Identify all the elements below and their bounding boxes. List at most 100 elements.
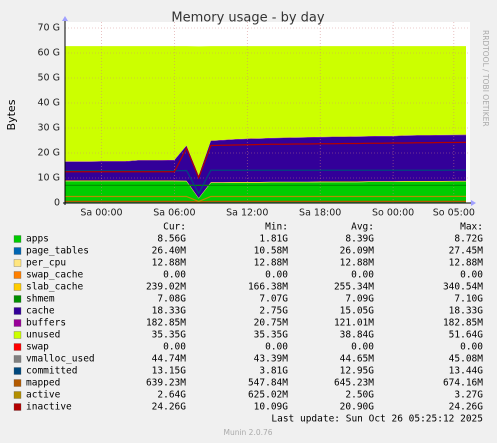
x-tick-label: Sa 18:00 (299, 208, 341, 219)
legend-label: shmem (26, 294, 55, 305)
legend-swatch (13, 391, 22, 399)
legend-header: Max: (460, 222, 483, 233)
legend-stat: 38.84G (340, 330, 375, 341)
legend-stat: 0.00 (163, 270, 186, 281)
legend-stat: 0.00 (351, 342, 374, 353)
legend-stat: 12.95G (340, 366, 375, 377)
legend-stat: 2.64G (157, 390, 186, 401)
y-tick-label: 50 G (38, 73, 60, 84)
legend-stat: 43.39M (254, 354, 289, 365)
legend-label: inactive (26, 402, 72, 413)
legend-stat: 625.02M (248, 390, 288, 401)
chart-title: Memory usage - by day (171, 11, 324, 26)
legend-label: swap_cache (26, 270, 83, 281)
y-tick-label: 40 G (38, 98, 60, 109)
legend-stat: 0.00 (460, 342, 483, 353)
legend-label: unused (26, 330, 60, 341)
legend-label: per_cpu (26, 258, 66, 269)
legend-label: apps (26, 234, 49, 245)
legend-stat: 12.88M (449, 258, 484, 269)
legend-label: buffers (26, 318, 66, 329)
legend-stat: 8.39G (345, 234, 374, 245)
legend-stat: 10.58M (254, 246, 289, 257)
legend-stat: 1.81G (259, 234, 288, 245)
legend-header: Cur: (163, 222, 186, 233)
legend-stat: 645.23M (334, 378, 374, 389)
legend-stat: 0.00 (351, 270, 374, 281)
legend-stat: 18.33G (449, 306, 484, 317)
legend-stat: 639.23M (146, 378, 186, 389)
legend-stat: 27.45M (449, 246, 484, 257)
area (65, 135, 466, 198)
x-tick-label: So 05:00 (433, 208, 475, 219)
axis-arrow (471, 200, 476, 206)
legend-swatch (13, 331, 22, 339)
legend-stat: 8.56G (157, 234, 186, 245)
legend-stat: 12.88M (152, 258, 187, 269)
legend-stat: 121.01M (334, 318, 374, 329)
legend-stat: 18.33G (152, 306, 187, 317)
line (65, 169, 466, 195)
legend-stat: 3.27G (454, 390, 483, 401)
legend-label: vmalloc_used (26, 354, 95, 365)
legend-swatch (13, 319, 22, 327)
line (65, 141, 467, 180)
legend-stat: 8.72G (454, 234, 483, 245)
legend-swatch (13, 271, 22, 279)
y-tick-label: 0 (54, 198, 60, 209)
legend-stat: 10.09G (254, 402, 289, 413)
legend-label: swap (26, 342, 49, 353)
legend-label: active (26, 390, 61, 401)
legend-stat: 13.15G (152, 366, 187, 377)
legend-stat: 15.05G (340, 306, 375, 317)
y-tick-label: 70 G (38, 23, 60, 34)
legend-stat: 2.50G (345, 390, 374, 401)
legend-stat: 7.07G (259, 294, 288, 305)
legend-swatch (13, 343, 22, 351)
x-tick-label: Sa 12:00 (226, 208, 268, 219)
legend-stat: 239.02M (146, 282, 186, 293)
legend: Cur: Min: Avg: Max: apps 8.56G 1.81G 8.39G 8.72G… (13, 222, 484, 413)
x-tick-label: Sa 06:00 (153, 208, 195, 219)
legend-swatch (13, 379, 22, 387)
legend-swatch (13, 295, 22, 303)
legend-swatch (13, 403, 22, 411)
legend-label: slab_cache (26, 282, 83, 293)
area (65, 181, 466, 203)
legend-stat: 547.84M (248, 378, 288, 389)
legend-stat: 26.40M (152, 246, 187, 257)
side-text: RRDTOOL / TOBI OETIKER (481, 30, 490, 127)
legend-stat: 255.34M (334, 282, 374, 293)
legend-label: page_tables (26, 246, 89, 257)
legend-stat: 44.65M (340, 354, 375, 365)
legend-stat: 7.09G (345, 294, 374, 305)
legend-stat: 7.10G (454, 294, 483, 305)
area (65, 46, 466, 176)
legend-stat: 3.81G (259, 366, 288, 377)
y-tick-label: 60 G (38, 48, 60, 59)
legend-stat: 26.09M (340, 246, 375, 257)
legend-stat: 2.75G (259, 306, 288, 317)
legend-stat: 13.44G (449, 366, 484, 377)
legend-stat: 35.35G (152, 330, 187, 341)
legend-swatch (13, 367, 22, 375)
legend-stat: 182.85M (146, 318, 186, 329)
legend-stat: 340.54M (443, 282, 483, 293)
legend-swatch (13, 235, 22, 243)
legend-stat: 20.75M (254, 318, 289, 329)
x-tick-label: Sa 00:00 (80, 208, 122, 219)
x-tick-label: So 00:00 (372, 208, 414, 219)
last-update: Last update: Sun Oct 26 05:25:12 2025 (271, 414, 483, 425)
legend-stat: 182.85M (443, 318, 483, 329)
legend-stat: 7.08G (157, 294, 186, 305)
legend-stat: 44.74M (152, 354, 187, 365)
legend-stat: 0.00 (265, 270, 288, 281)
y-tick-label: 20 G (38, 148, 60, 159)
legend-swatch (13, 307, 22, 315)
legend-stat: 35.35G (254, 330, 289, 341)
version: Munin 2.0.76 (223, 428, 272, 437)
legend-swatch (13, 355, 22, 363)
legend-swatch (13, 247, 22, 255)
legend-stat: 24.26G (449, 402, 484, 413)
